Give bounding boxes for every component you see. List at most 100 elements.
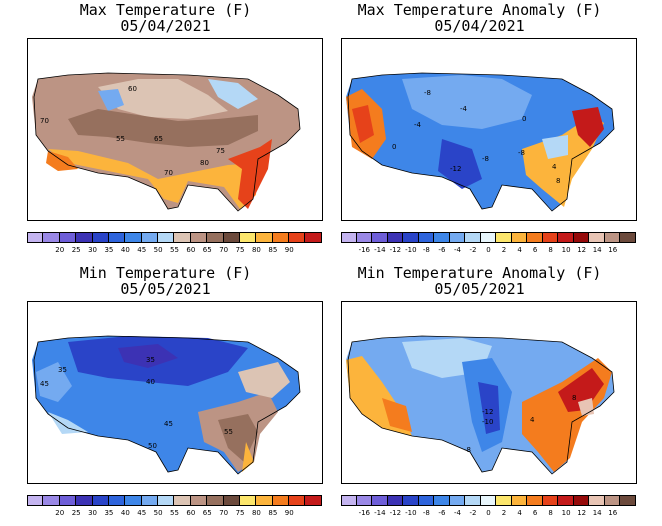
colorbar-swatch xyxy=(256,232,273,243)
contour-label: 55 xyxy=(224,428,233,436)
colorbar-swatch xyxy=(465,495,481,506)
panel-title: Min Temperature (F) xyxy=(79,264,252,282)
colorbar-swatch xyxy=(272,495,289,506)
colorbar-tick-label: 60 xyxy=(186,246,196,254)
colorbar-swatch xyxy=(449,495,466,506)
colorbar-swatch xyxy=(604,232,621,243)
colorbar-swatch xyxy=(527,495,543,506)
region-cool-west xyxy=(36,362,72,402)
colorbar-tick-label: 25 xyxy=(71,246,81,254)
colorbar-tick-label: 2 xyxy=(501,246,507,254)
colorbar-swatch xyxy=(589,495,605,506)
colorbar-tick-label: 10 xyxy=(561,246,571,254)
colorbar-tick-label: 30 xyxy=(88,246,98,254)
colorbar-swatch xyxy=(558,495,574,506)
contour-label: -8 xyxy=(518,149,525,157)
colorbar-swatch xyxy=(604,495,621,506)
colorbar-tick-label: 0 xyxy=(486,246,491,254)
colorbar-swatch xyxy=(289,495,306,506)
colorbar-tick-label: 40 xyxy=(120,509,130,517)
contour-label: 80 xyxy=(200,159,209,167)
colorbar-tick-label: 50 xyxy=(153,246,163,254)
colorbar-tick-label: 85 xyxy=(268,246,278,254)
colorbar-swatch xyxy=(511,232,528,243)
colorbar-tick-label: 90 xyxy=(284,246,294,254)
contour-label: 55 xyxy=(116,135,125,143)
colorbar-swatch xyxy=(434,495,450,506)
colorbar-swatch xyxy=(511,495,528,506)
contour-label: -8 xyxy=(464,446,471,454)
colorbar-tick-label: 45 xyxy=(137,509,147,517)
map-frame: -8 -4 -4 -12 -8 -8 0 4 8 0 xyxy=(341,38,637,221)
colorbar-swatch xyxy=(372,232,388,243)
panel-title: Min Temperature Anomaly (F) xyxy=(357,264,602,282)
colorbar-swatch xyxy=(341,232,357,243)
country-outline xyxy=(33,335,301,475)
contour-label: -4 xyxy=(460,105,468,113)
region-hot-west xyxy=(382,398,412,432)
colorbar xyxy=(27,232,322,243)
colorbar-swatch xyxy=(305,495,322,506)
panel-min-temperature: Min Temperature (F) 05/05/2021 45 35 35 … xyxy=(0,263,331,526)
colorbar-tick-label: 70 xyxy=(219,246,229,254)
region-very-cold xyxy=(478,382,500,434)
colorbar-swatch xyxy=(356,495,373,506)
region-mild xyxy=(68,109,258,147)
colorbar-swatch xyxy=(76,232,93,243)
colorbar-tick-label: 8 xyxy=(548,246,553,254)
region-mild-east xyxy=(238,362,290,398)
colorbar-swatch xyxy=(372,495,388,506)
contour-label: 4 xyxy=(552,163,557,171)
colorbar-swatch xyxy=(496,495,512,506)
country-outline xyxy=(347,72,615,212)
colorbar-tick-label: 10 xyxy=(561,509,571,517)
colorbar-swatch xyxy=(418,495,435,506)
colorbar-tick-label: 20 xyxy=(55,246,65,254)
colorbar-tick-label: 12 xyxy=(577,509,587,517)
colorbar-swatch xyxy=(542,232,559,243)
colorbar-tick-label: -4 xyxy=(453,509,461,517)
colorbar-tick-label: 6 xyxy=(532,246,538,254)
colorbar-tick-label: -8 xyxy=(422,246,430,254)
panel-date: 05/05/2021 xyxy=(434,280,525,298)
contour-label: 70 xyxy=(40,117,49,125)
map-frame: -12 -10 -8 4 8 xyxy=(341,301,637,484)
colorbar-swatch xyxy=(272,232,289,243)
colorbar-tick-label: 16 xyxy=(608,246,618,254)
colorbar-tick-label: 65 xyxy=(202,509,212,517)
colorbar-tick-label: 12 xyxy=(577,246,587,254)
colorbar-tick-label: 40 xyxy=(120,246,130,254)
region-warm-florida xyxy=(242,442,254,472)
colorbar-swatch xyxy=(158,232,175,243)
colorbar-swatch xyxy=(59,232,77,243)
region-hot-east xyxy=(558,368,604,412)
colorbar-swatch xyxy=(239,232,257,243)
colorbar-tick-label: -8 xyxy=(422,509,430,517)
colorbar-swatch xyxy=(589,232,605,243)
region-cool xyxy=(98,79,228,119)
colorbar-swatch xyxy=(480,495,497,506)
colorbar-swatch xyxy=(465,232,481,243)
colorbar-tick-label: 75 xyxy=(235,246,245,254)
colorbar-tick-label: 8 xyxy=(548,509,553,517)
colorbar-tick-label: -12 xyxy=(389,509,402,517)
colorbar-tick-label: -16 xyxy=(358,246,370,254)
map-frame: 60 70 55 65 75 80 70 xyxy=(27,38,323,221)
colorbar-swatch xyxy=(223,495,240,506)
colorbar-swatch xyxy=(496,232,512,243)
colorbar-tick-label: -10 xyxy=(405,246,417,254)
colorbar-tick-label: 60 xyxy=(186,509,196,517)
contour-label: 50 xyxy=(148,442,157,450)
colorbar-tick-label: -14 xyxy=(374,509,386,517)
colorbar-swatch xyxy=(239,495,257,506)
colorbar-swatch xyxy=(125,495,142,506)
colorbar-swatch xyxy=(158,495,175,506)
anomaly-map: -12 -10 -8 4 8 xyxy=(346,335,615,475)
colorbar-swatch xyxy=(305,232,322,243)
region-near-normal xyxy=(542,135,568,159)
colorbar-swatch xyxy=(356,232,373,243)
colorbar-tick-label: 16 xyxy=(608,509,618,517)
colorbar-tick-label: 50 xyxy=(153,509,163,517)
colorbar-swatch xyxy=(92,232,109,243)
colorbar-tick-label: -16 xyxy=(358,509,370,517)
